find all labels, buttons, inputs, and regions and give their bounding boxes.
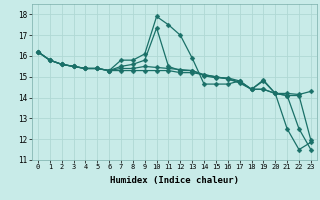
X-axis label: Humidex (Indice chaleur): Humidex (Indice chaleur) (110, 176, 239, 185)
